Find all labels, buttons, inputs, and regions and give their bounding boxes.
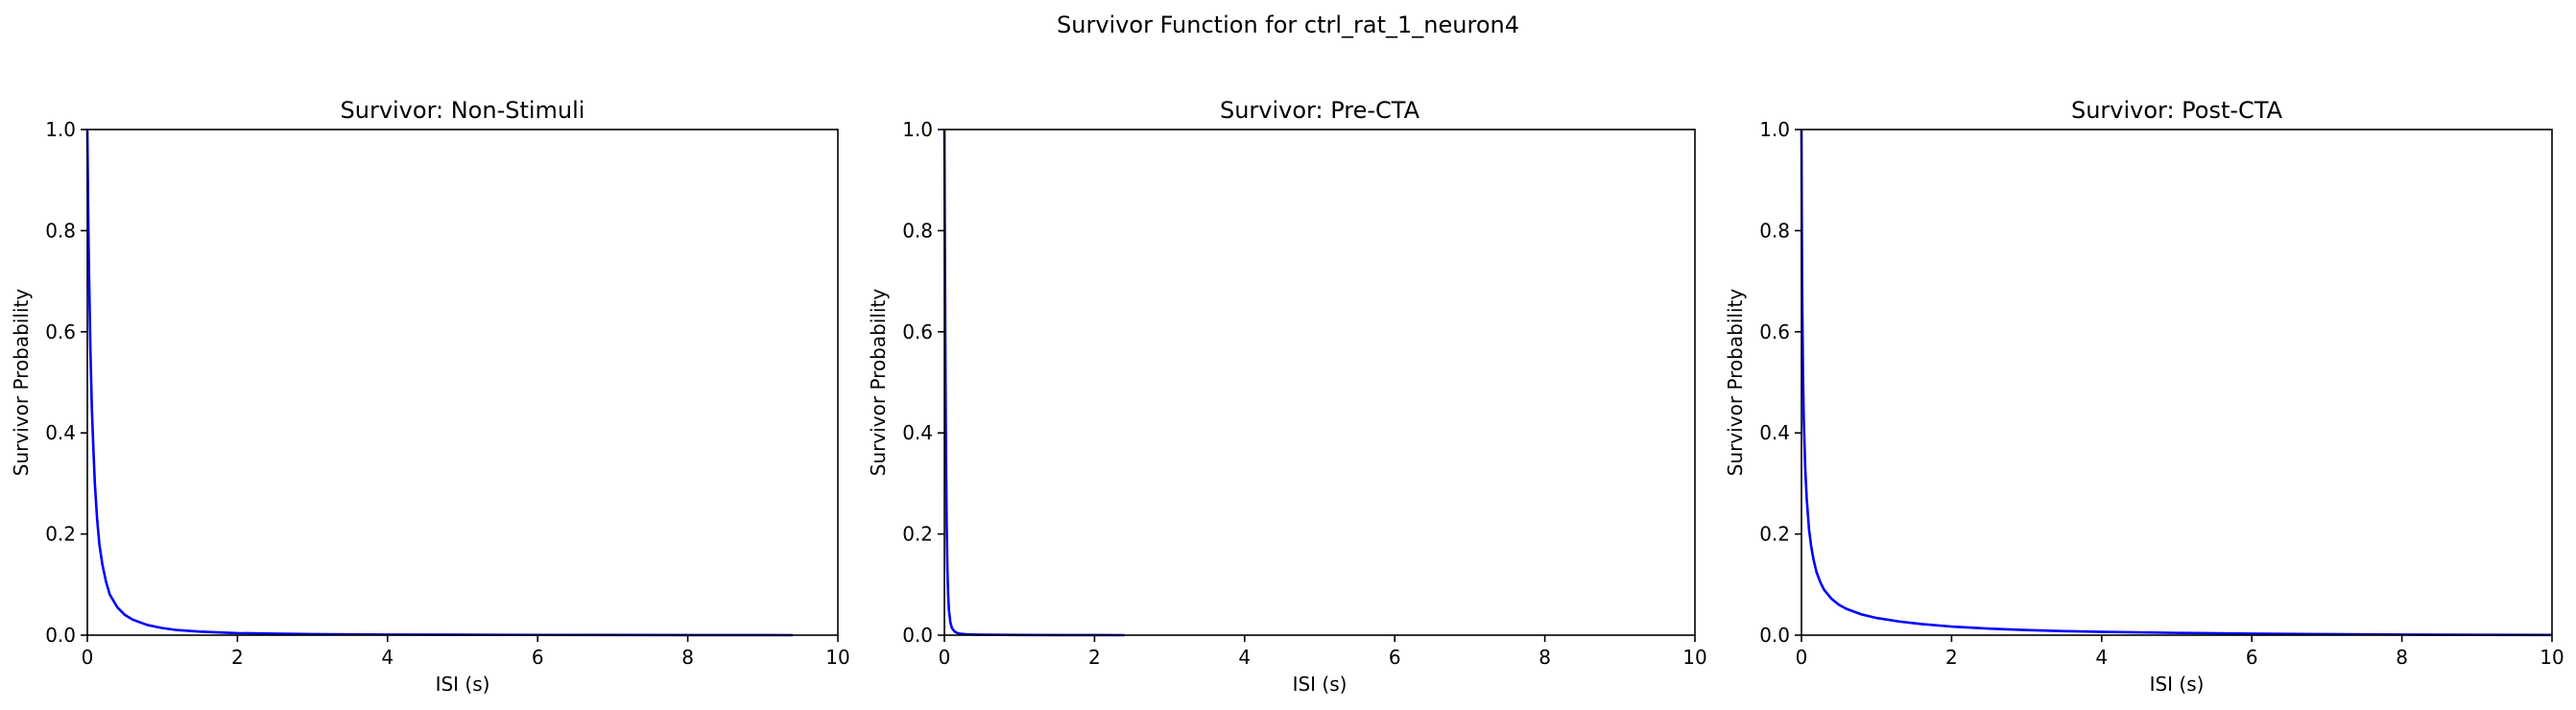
- plot-frame: [86, 129, 839, 636]
- x-tick-label: 4: [1238, 646, 1251, 669]
- x-tick-label: 2: [1945, 646, 1958, 669]
- x-tick-label: 10: [2540, 646, 2564, 669]
- series-line: [85, 129, 794, 637]
- x-tick-label: 10: [825, 646, 849, 669]
- x-tick-label: 6: [2246, 646, 2258, 669]
- subplot-title: Survivor: Non-Stimuli: [341, 97, 585, 124]
- x-tick-label: 4: [2095, 646, 2108, 669]
- subplot-non-stimuli: 0 2 4 6 8 10 0.0 0.2 0.4 0.6 0.8 1.0 Survivor: Non-S…: [10, 97, 850, 696]
- y-tick-label: 0.4: [902, 421, 933, 444]
- y-axis-label: Survivor Probability: [10, 289, 33, 477]
- x-tick-label: 10: [1682, 646, 1706, 669]
- y-tick-label: 0.2: [902, 523, 933, 546]
- x-tick-label: 8: [1538, 646, 1551, 669]
- subplot-title: Survivor: Pre-CTA: [1220, 97, 1420, 124]
- y-tick-label: 1.0: [902, 118, 933, 141]
- x-tick-label: 0: [939, 646, 951, 669]
- y-tick-label: 0.0: [902, 624, 933, 647]
- plot-frame: [1801, 129, 2553, 636]
- y-axis-label: Survivor Probability: [867, 289, 890, 477]
- y-tick-label: 0.6: [1759, 320, 1790, 343]
- y-tick-label: 0.4: [45, 421, 76, 444]
- y-tick-label: 1.0: [1759, 118, 1790, 141]
- x-tick-label: 0: [1796, 646, 1808, 669]
- plot-frame: [943, 129, 1696, 636]
- x-tick-label: 2: [231, 646, 244, 669]
- series-line: [942, 129, 1125, 637]
- y-tick-label: 0.6: [45, 320, 76, 343]
- y-tick-label: 0.8: [902, 219, 933, 242]
- x-axis-label: ISI (s): [1293, 673, 1348, 696]
- x-tick-label: 6: [532, 646, 544, 669]
- y-tick-label: 0.2: [1759, 523, 1790, 546]
- y-axis-label: Survivor Probability: [1724, 289, 1747, 477]
- x-axis-label: ISI (s): [436, 673, 490, 696]
- y-tick-label: 0.8: [45, 219, 76, 242]
- x-tick-label: 4: [381, 646, 394, 669]
- x-tick-label: 8: [681, 646, 694, 669]
- y-tick-label: 1.0: [45, 118, 76, 141]
- x-tick-label: 0: [82, 646, 94, 669]
- y-tick-label: 0.8: [1759, 219, 1790, 242]
- subplot-post-cta: 0 2 4 6 8 10 0.0 0.2 0.4 0.6 0.8 1.0 Survivor: Post-…: [1724, 97, 2564, 696]
- series-line: [1800, 129, 2553, 637]
- y-tick-label: 0.4: [1759, 421, 1790, 444]
- x-axis-label: ISI (s): [2150, 673, 2205, 696]
- y-tick-label: 0.2: [45, 523, 76, 546]
- y-tick-label: 0.0: [1759, 624, 1790, 647]
- subplot-pre-cta: 0 2 4 6 8 10 0.0 0.2 0.4 0.6 0.8 1.0 Survivor: Pre-C…: [867, 97, 1707, 696]
- y-tick-label: 0.0: [45, 624, 76, 647]
- figure-suptitle: Survivor Function for ctrl_rat_1_neuron4: [1057, 12, 1519, 38]
- subplot-title: Survivor: Post-CTA: [2071, 97, 2283, 124]
- y-tick-label: 0.6: [902, 320, 933, 343]
- x-tick-label: 8: [2396, 646, 2408, 669]
- x-tick-label: 2: [1088, 646, 1101, 669]
- x-tick-label: 6: [1389, 646, 1401, 669]
